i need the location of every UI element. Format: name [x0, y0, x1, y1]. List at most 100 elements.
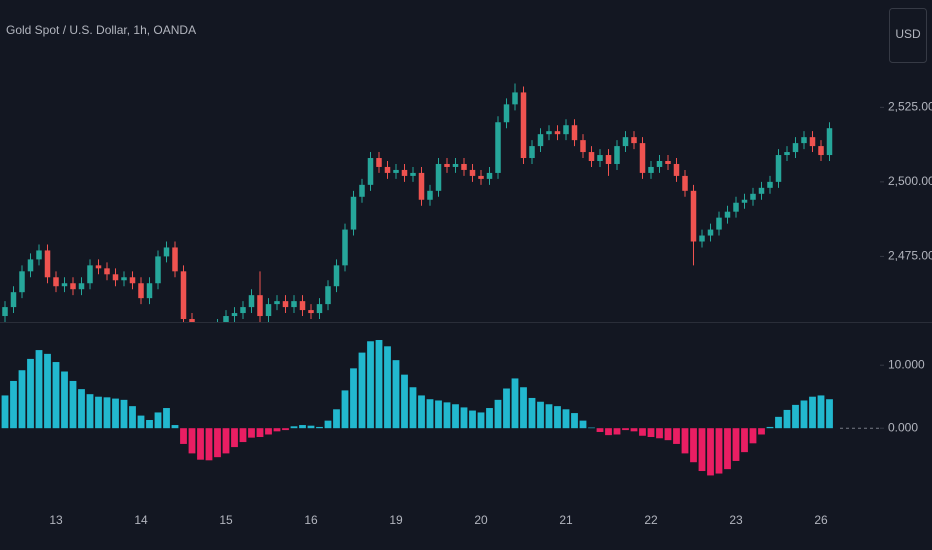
- candle-body: [240, 307, 246, 314]
- histogram-bar: [197, 428, 204, 460]
- histogram-bar: [61, 371, 68, 429]
- candle-body: [274, 301, 280, 305]
- candle-body: [580, 140, 586, 153]
- candle-body: [138, 283, 144, 299]
- candle-body: [61, 283, 68, 287]
- histogram-bar: [698, 428, 706, 472]
- chart-title: Gold Spot / U.S. Dollar, 1h, OANDA: [6, 23, 196, 37]
- candle-body: [554, 131, 561, 135]
- candle-body: [121, 277, 127, 281]
- histogram-bar: [44, 353, 51, 429]
- candle-body: [673, 163, 680, 176]
- oscillator-pane: [1, 340, 833, 476]
- x-tick-label: 15: [219, 513, 233, 527]
- y-tick-label: 0.000: [888, 420, 918, 434]
- candle-body: [648, 166, 654, 173]
- histogram-bar: [545, 404, 553, 429]
- histogram-bar: [78, 389, 85, 429]
- x-tick-label: 13: [49, 513, 63, 527]
- histogram-bar: [443, 402, 451, 429]
- histogram-bar: [639, 428, 646, 436]
- histogram-bar: [137, 415, 145, 429]
- candle-body: [180, 271, 187, 320]
- histogram-bar: [273, 428, 281, 432]
- histogram-bar: [452, 404, 459, 429]
- histogram-bar: [486, 408, 493, 429]
- candle-body: [631, 137, 637, 144]
- candle-body: [367, 158, 374, 185]
- candle-body: [469, 169, 476, 176]
- candle-body: [291, 301, 297, 308]
- candle-body: [87, 265, 93, 284]
- candle-body: [163, 247, 170, 257]
- candle-body: [529, 146, 535, 159]
- currency-label: USD: [895, 27, 921, 41]
- candle-body: [393, 169, 399, 173]
- histogram-bar: [749, 428, 757, 444]
- histogram-bar: [103, 397, 111, 429]
- histogram-bar: [460, 407, 468, 429]
- candle-body: [571, 125, 578, 141]
- histogram-bar: [664, 428, 672, 441]
- histogram-bar: [605, 428, 612, 436]
- histogram-bar: [95, 396, 102, 429]
- candle-body: [401, 169, 408, 176]
- histogram-bar: [265, 428, 272, 435]
- candle-body: [78, 283, 85, 290]
- candle-body: [801, 137, 807, 144]
- candle-body: [325, 286, 331, 305]
- candle-body: [622, 137, 629, 147]
- histogram-bar: [112, 398, 119, 429]
- candle-body: [112, 274, 119, 281]
- candle-body: [231, 313, 238, 317]
- candle-body: [257, 295, 263, 317]
- histogram-bar: [758, 428, 765, 435]
- candle-body: [682, 175, 688, 191]
- histogram-bar: [469, 410, 476, 429]
- histogram-bar: [622, 428, 629, 431]
- candle-body: [452, 163, 459, 167]
- histogram-bar: [18, 370, 26, 429]
- candle-body: [172, 247, 178, 272]
- histogram-bar: [613, 428, 621, 435]
- currency-button[interactable]: [889, 8, 927, 63]
- histogram-bar: [826, 399, 833, 429]
- x-tick-label: 21: [559, 513, 573, 527]
- histogram-bar: [783, 409, 791, 429]
- histogram-bar: [494, 399, 502, 429]
- histogram-bar: [86, 394, 94, 429]
- histogram-bar: [69, 380, 77, 429]
- histogram-bar: [205, 428, 213, 461]
- histogram-bar: [10, 380, 17, 429]
- candle-body: [784, 152, 790, 156]
- histogram-bar: [656, 428, 663, 439]
- histogram-bar: [681, 428, 689, 454]
- histogram-bar: [588, 427, 595, 429]
- histogram-bar: [341, 390, 349, 429]
- histogram-bar: [248, 428, 255, 438]
- histogram-bar: [775, 416, 782, 429]
- candle-body: [665, 161, 671, 164]
- histogram-bar: [435, 400, 442, 429]
- histogram-bar: [562, 409, 570, 429]
- candle-body: [308, 310, 314, 314]
- y-tick-label: 2,500.000: [888, 174, 932, 188]
- histogram-bar: [809, 396, 816, 429]
- candle-body: [478, 175, 484, 179]
- price-pane: [2, 83, 833, 322]
- x-tick-label: 20: [474, 513, 488, 527]
- histogram-bar: [375, 340, 383, 429]
- histogram-bar: [282, 428, 289, 431]
- histogram-bar: [647, 428, 655, 438]
- histogram-bar: [401, 374, 408, 429]
- histogram-bar: [418, 395, 425, 429]
- candle-body: [410, 172, 416, 176]
- candle-body: [189, 319, 195, 322]
- histogram-bar: [571, 413, 578, 429]
- histogram-bar: [554, 406, 561, 429]
- candle-body: [605, 155, 612, 164]
- histogram-bar: [503, 388, 510, 429]
- x-tick-label: 14: [134, 513, 148, 527]
- histogram-bar: [792, 404, 799, 429]
- candle-body: [36, 250, 42, 260]
